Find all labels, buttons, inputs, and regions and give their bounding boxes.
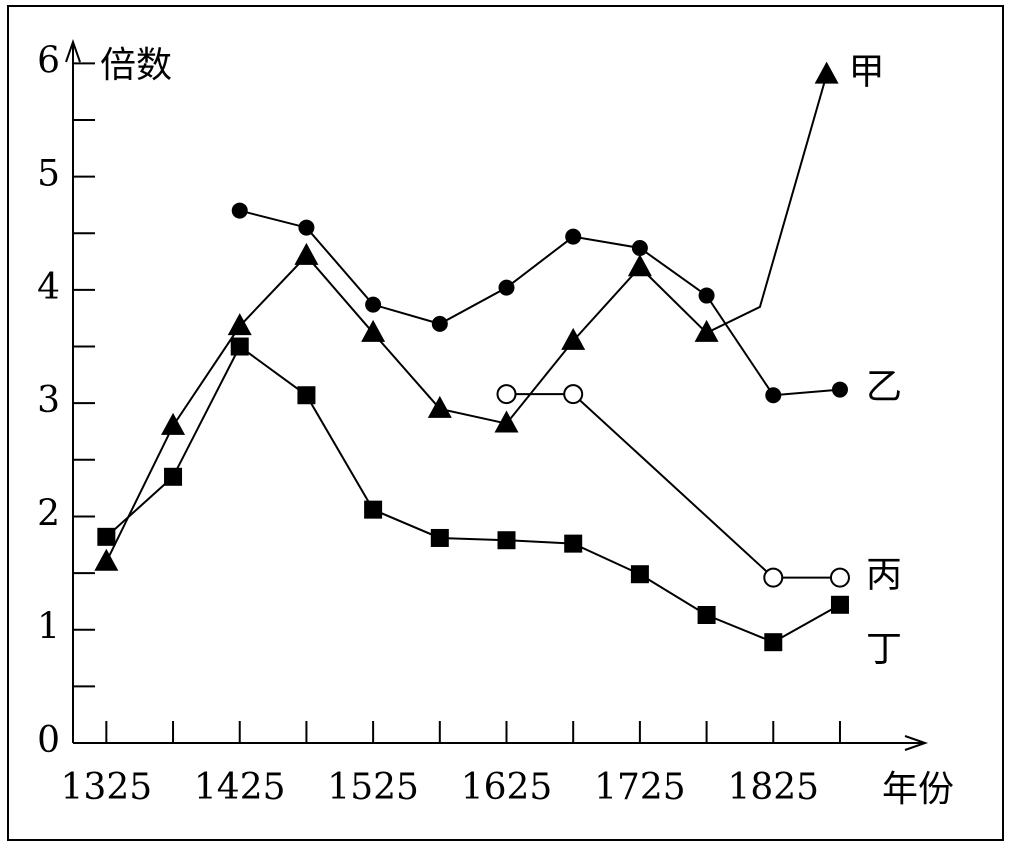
- x-tick-label: 1425: [194, 767, 286, 808]
- marker: [830, 595, 849, 614]
- marker: [627, 254, 652, 277]
- x-axis-label: 年份: [882, 769, 954, 810]
- marker: [831, 381, 848, 398]
- marker: [764, 633, 783, 652]
- marker: [361, 319, 386, 342]
- marker: [765, 387, 782, 404]
- marker: [430, 528, 449, 547]
- marker: [763, 567, 784, 588]
- y-tick-label: 0: [37, 720, 60, 761]
- x-arrow: [904, 735, 929, 751]
- marker: [497, 531, 516, 550]
- marker: [161, 412, 186, 435]
- frame: [7, 5, 1004, 841]
- y-tick-label: 4: [37, 267, 60, 308]
- marker: [298, 219, 315, 236]
- marker: [630, 565, 649, 584]
- marker: [498, 279, 515, 296]
- marker: [496, 384, 517, 405]
- marker: [631, 239, 648, 256]
- marker: [164, 467, 183, 486]
- marker: [294, 242, 319, 265]
- marker: [561, 327, 586, 350]
- y-tick-label: 3: [37, 380, 60, 421]
- marker: [829, 567, 850, 588]
- y-tick-label: 2: [37, 493, 60, 534]
- series-label: 丙: [866, 555, 902, 596]
- series-label: 丁: [866, 629, 902, 670]
- x-tick-label: 1725: [594, 767, 686, 808]
- marker: [698, 287, 715, 304]
- marker: [97, 527, 116, 546]
- marker: [565, 228, 582, 245]
- y-tick-label: 6: [37, 40, 60, 81]
- y-tick-label: 1: [37, 607, 60, 648]
- marker: [564, 534, 583, 553]
- series-line: [105, 74, 828, 563]
- x-tick-label: 1525: [327, 767, 419, 808]
- marker: [297, 386, 316, 405]
- y-tick-label: 5: [37, 154, 60, 195]
- marker: [365, 296, 382, 313]
- x-tick-label: 1625: [461, 767, 553, 808]
- marker: [231, 202, 248, 219]
- marker: [364, 500, 383, 519]
- marker: [427, 395, 452, 418]
- series-line: [105, 345, 841, 644]
- y-axis-label: 倍数: [100, 45, 172, 86]
- series-label: 甲: [849, 52, 885, 93]
- series-line: [506, 393, 840, 579]
- marker: [494, 410, 519, 433]
- series-line: [239, 209, 841, 397]
- y-arrow: [65, 38, 81, 63]
- x-tick-label: 1325: [61, 767, 153, 808]
- marker: [814, 61, 839, 84]
- marker: [431, 315, 448, 332]
- marker: [563, 384, 584, 405]
- marker: [694, 319, 719, 342]
- marker: [230, 337, 249, 356]
- marker: [94, 548, 119, 571]
- series-label: 乙: [866, 367, 902, 408]
- marker: [227, 313, 252, 336]
- marker: [697, 605, 716, 624]
- x-tick-label: 1825: [727, 767, 819, 808]
